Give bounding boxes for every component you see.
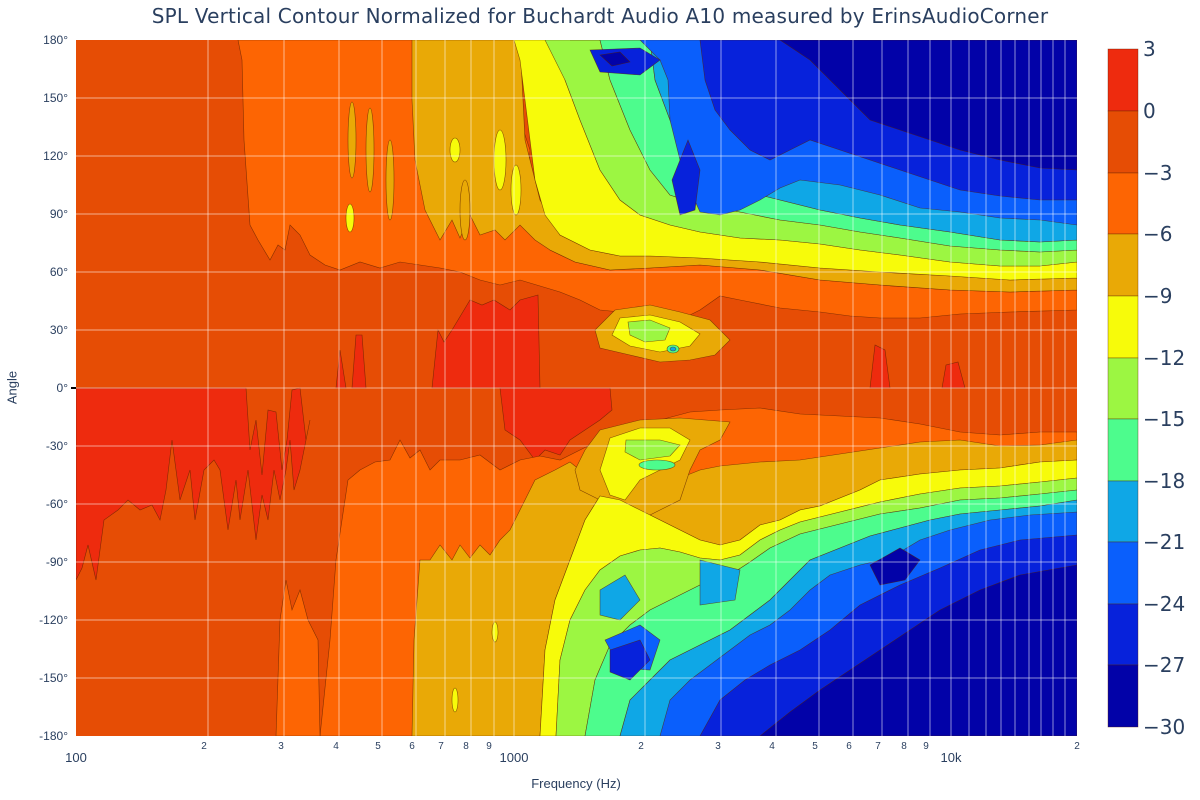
- x-minor-tick: 2: [638, 741, 644, 752]
- x-major-tick: 100: [65, 750, 87, 765]
- y-tick: 30°: [49, 323, 68, 337]
- x-minor-tick: 4: [769, 741, 775, 752]
- x-minor-tick: 9: [923, 741, 929, 752]
- gridlines: [76, 40, 1077, 736]
- chart-title: SPL Vertical Contour Normalized for Buch…: [151, 4, 1049, 28]
- y-tick: 120°: [43, 149, 68, 163]
- x-minor-tick: 2: [201, 741, 207, 752]
- y-tick: 60°: [49, 265, 68, 279]
- x-minor-tick: 7: [438, 741, 444, 752]
- x-minor-tick: 4: [333, 741, 339, 752]
- y-tick: 180°: [43, 33, 68, 47]
- x-minor-tick: 5: [812, 741, 818, 752]
- x-minor-tick: 3: [715, 741, 721, 752]
- colorbar-tick: −30: [1143, 715, 1186, 739]
- y-tick: -60°: [45, 497, 68, 511]
- y-tick: -150°: [39, 671, 68, 685]
- x-major-tick: 1000: [499, 750, 529, 765]
- y-tick: -30°: [45, 439, 68, 453]
- level-0-3-midblobs: [431, 294, 541, 389]
- colorbar-tick: 0: [1143, 99, 1156, 123]
- y-tick: 150°: [43, 91, 68, 105]
- x-major-tick: 10k: [940, 750, 962, 765]
- x-minor-tick: 6: [409, 741, 415, 752]
- colorbar: [1107, 48, 1139, 728]
- y-tick: -90°: [45, 555, 68, 569]
- x-axis-label: Frequency (Hz): [531, 776, 621, 791]
- y-axis-label: Angle: [4, 370, 20, 405]
- x-minor-tick: 6: [846, 741, 852, 752]
- colorbar-tick: 3: [1143, 37, 1156, 61]
- colorbar-tick: −9: [1143, 284, 1173, 308]
- colorbar-tick: −24: [1143, 592, 1186, 616]
- x-minor-tick: 9: [486, 741, 492, 752]
- x-minor-tick: 7: [875, 741, 881, 752]
- colorbar-tick: −12: [1143, 346, 1186, 370]
- y-tick: -120°: [39, 613, 68, 627]
- x-minor-tick: 2: [1074, 741, 1080, 752]
- y-tick: -180°: [39, 729, 68, 743]
- x-minor-tick: 8: [463, 741, 469, 752]
- colorbar-tick: −3: [1143, 161, 1173, 185]
- y-tick: 90°: [49, 207, 68, 221]
- colorbar-tick: −18: [1143, 469, 1186, 493]
- y-tick: 0°: [56, 381, 68, 395]
- colorbar-tick: −21: [1143, 530, 1186, 554]
- colorbar-tick: −27: [1143, 653, 1186, 677]
- colorbar-tick: −15: [1143, 407, 1186, 431]
- colorbar-tick: −6: [1143, 222, 1173, 246]
- x-minor-tick: 8: [901, 741, 907, 752]
- x-minor-tick: 5: [375, 741, 381, 752]
- x-minor-tick: 3: [278, 741, 284, 752]
